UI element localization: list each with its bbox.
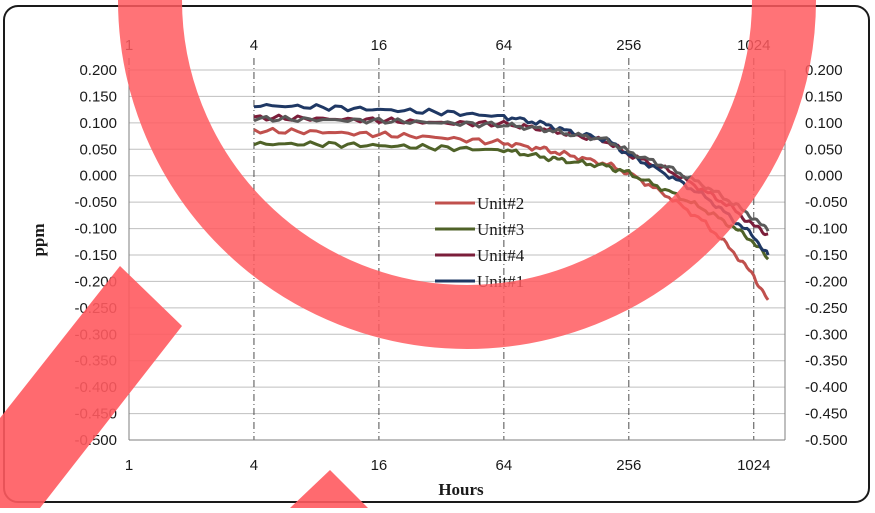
x-tick-label-top: 256 (616, 37, 641, 54)
y-tick-label-left: -0.100 (74, 221, 117, 238)
y-tick-label-right: -0.200 (805, 273, 848, 290)
y-tick-label-left: 0.200 (79, 62, 117, 79)
y-tick-label-right: -0.500 (805, 432, 848, 449)
y-tick-label-right: -0.450 (805, 406, 848, 423)
x-tick-label-top: 16 (371, 37, 388, 54)
y-tick-label-right: -0.100 (805, 221, 848, 238)
overlay-stripe-bottom (290, 470, 368, 508)
y-tick-label-right: -0.050 (805, 194, 848, 211)
y-tick-label-left: 0.150 (79, 88, 117, 105)
y-tick-label-right: -0.300 (805, 326, 848, 343)
y-tick-label-right: -0.150 (805, 247, 848, 264)
y-tick-label-right: -0.250 (805, 300, 848, 317)
y-tick-label-right: 0.000 (805, 168, 843, 185)
y-tick-label-right: 0.150 (805, 88, 843, 105)
y-tick-label-left: -0.050 (74, 194, 117, 211)
legend-label: Unit#3 (477, 220, 524, 239)
y-tick-label-right: -0.350 (805, 353, 848, 370)
x-tick-label-bottom: 16 (371, 457, 388, 474)
x-tick-label-bottom: 1024 (737, 457, 770, 474)
y-axis-title: ppm (29, 223, 48, 256)
x-tick-label-bottom: 1 (125, 457, 133, 474)
x-tick-label-bottom: 4 (250, 457, 258, 474)
overlay-shapes (0, 0, 816, 508)
y-tick-label-right: 0.100 (805, 115, 843, 132)
overlay-stripe-left (0, 266, 182, 508)
y-tick-label-right: 0.200 (805, 62, 843, 79)
y-tick-label-left: 0.100 (79, 115, 117, 132)
y-tick-label-left: 0.050 (79, 141, 117, 158)
x-axis-title: Hours (438, 480, 484, 499)
y-tick-label-left: -0.150 (74, 247, 117, 264)
y-tick-label-right: 0.050 (805, 141, 843, 158)
legend-label: Unit#2 (477, 194, 524, 213)
x-tick-label-bottom: 256 (616, 457, 641, 474)
x-tick-label-top: 4 (250, 37, 258, 54)
overlay-ring (118, 0, 816, 349)
y-tick-label-left: 0.000 (79, 168, 117, 185)
x-tick-label-top: 64 (496, 37, 513, 54)
series-line (253, 126, 770, 301)
x-tick-label-bottom: 64 (496, 457, 513, 474)
y-tick-label-right: -0.400 (805, 379, 848, 396)
legend-label: Unit#4 (477, 246, 525, 265)
